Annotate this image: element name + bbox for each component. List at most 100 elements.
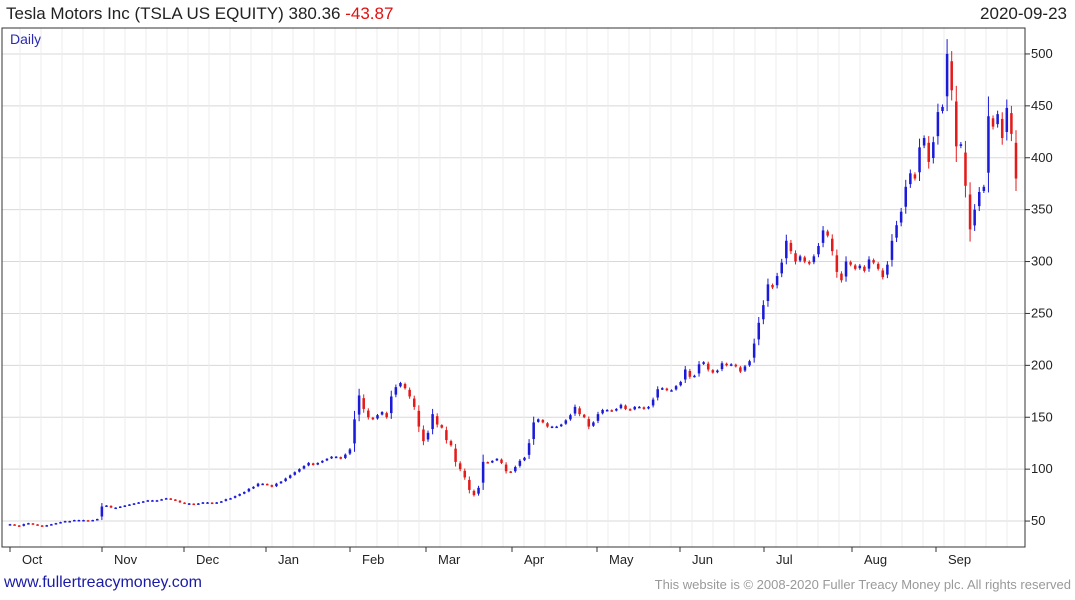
candle-body: [945, 53, 949, 97]
candle-body: [725, 363, 728, 366]
candle-body: [752, 343, 756, 358]
candle-body: [210, 502, 214, 505]
candle-body: [477, 487, 480, 494]
candle-body: [481, 461, 485, 483]
candle-body: [486, 462, 489, 464]
y-tick-label: 400: [1031, 150, 1053, 165]
candle-body: [642, 407, 646, 409]
candle-body: [693, 375, 696, 378]
candle-body: [265, 483, 269, 486]
candle-body: [991, 118, 995, 127]
candle-body: [537, 419, 540, 422]
candle-body: [68, 521, 71, 523]
candle-body: [183, 502, 186, 505]
candle-body: [775, 276, 779, 286]
candle-body: [527, 443, 531, 455]
candle-body: [279, 481, 283, 484]
candle-body: [867, 259, 871, 269]
candle-body: [463, 470, 467, 478]
candle-body: [683, 369, 687, 380]
candle-body: [307, 462, 310, 466]
candle-body: [651, 399, 655, 406]
candle-body: [578, 408, 581, 415]
candle-body: [174, 499, 177, 501]
candle-body: [665, 388, 669, 391]
candle-body: [118, 506, 122, 509]
candle-body: [8, 524, 12, 526]
x-tick-label: May: [609, 552, 634, 567]
candle-body: [697, 364, 701, 374]
candle-body: [40, 525, 44, 527]
candle-body: [955, 101, 958, 147]
candle-body: [187, 503, 191, 505]
candle-body: [105, 505, 108, 507]
candle-body: [220, 501, 223, 503]
candle-body: [803, 257, 806, 262]
y-tick-label: 200: [1031, 357, 1053, 372]
candle-body: [817, 245, 820, 255]
x-tick-label: Jan: [278, 552, 299, 567]
site-link[interactable]: www.fullertreacymoney.com: [4, 574, 202, 591]
candle-body: [514, 467, 517, 472]
candle-body: [243, 491, 246, 494]
candle-body: [587, 419, 591, 427]
candle-body: [601, 409, 604, 414]
candle-body: [927, 142, 930, 162]
candle-body: [311, 463, 315, 465]
candle-body: [417, 410, 421, 427]
candle-body: [164, 498, 168, 500]
candle-body: [31, 523, 35, 525]
candle-body: [899, 211, 903, 223]
candle-body: [293, 472, 297, 475]
candle-body: [252, 486, 255, 489]
candle-body: [688, 370, 692, 377]
candle-body: [918, 147, 921, 173]
candle-body: [371, 417, 375, 420]
candle-body: [261, 483, 264, 486]
candle-body: [334, 456, 338, 459]
candle-body: [426, 432, 430, 440]
candle-body: [794, 253, 797, 262]
candle-body: [408, 389, 411, 397]
candle-body: [913, 174, 917, 179]
candle-body: [762, 305, 765, 320]
candle-body: [229, 498, 232, 500]
candle-body: [422, 429, 425, 442]
candle-body: [17, 525, 21, 527]
candle-body: [348, 449, 352, 454]
candle-body: [390, 396, 393, 414]
candle-body: [624, 405, 627, 409]
y-tick-label: 100: [1031, 461, 1053, 476]
candle-body: [45, 525, 49, 527]
candle-body: [132, 503, 136, 505]
candle-body: [114, 507, 117, 510]
plot-frame: [1, 27, 1026, 548]
candle-body: [881, 270, 885, 278]
candle-body: [559, 424, 563, 427]
candle-body: [977, 192, 981, 207]
candle-body: [458, 463, 462, 470]
candle-body: [785, 240, 788, 259]
candle-body: [504, 464, 508, 472]
y-tick-label: 150: [1031, 409, 1053, 424]
x-tick-label: Mar: [438, 552, 461, 567]
x-tick-label: Sep: [948, 552, 971, 567]
candle-body: [137, 502, 140, 504]
candle-body: [27, 523, 30, 525]
candle-body: [647, 406, 650, 409]
chart-date: 2020-09-23: [980, 4, 1067, 23]
candle-body: [454, 448, 457, 462]
candle-body: [440, 425, 444, 428]
candle-body: [546, 423, 549, 427]
candle-body: [54, 523, 58, 525]
candle-body: [302, 466, 306, 469]
candle-body: [77, 520, 81, 522]
candle-body: [720, 363, 724, 370]
candle-body: [123, 505, 127, 507]
candle-body: [233, 496, 237, 498]
candle-body: [656, 389, 659, 398]
candle-body: [661, 388, 664, 390]
candle-body: [151, 500, 154, 502]
candle-body: [633, 406, 636, 410]
x-tick-label: Jun: [692, 552, 713, 567]
